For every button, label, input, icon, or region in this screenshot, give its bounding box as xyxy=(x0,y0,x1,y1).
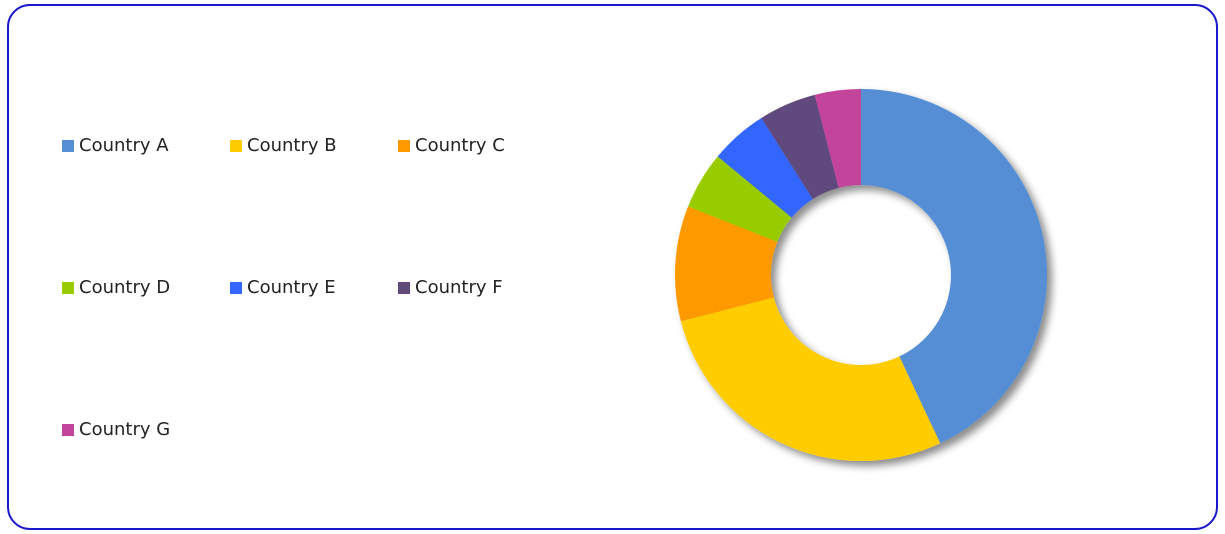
legend-label: Country D xyxy=(79,277,170,298)
slice xyxy=(761,94,839,200)
legend-swatch xyxy=(398,140,410,152)
legend-label: Country E xyxy=(247,277,336,298)
slice xyxy=(717,117,813,218)
slice xyxy=(688,156,792,242)
legend-swatch xyxy=(398,282,410,294)
slice xyxy=(675,206,778,322)
slice xyxy=(861,89,1047,444)
slice xyxy=(680,297,941,461)
legend: Country A Country B Country C Country D Coun… xyxy=(62,135,505,440)
legend-label: Country F xyxy=(415,277,503,298)
legend-label: Country A xyxy=(79,135,169,156)
legend-swatch xyxy=(62,282,74,294)
slice xyxy=(814,89,861,188)
legend-label: Country B xyxy=(247,135,337,156)
legend-label: Country G xyxy=(79,419,170,440)
legend-swatch xyxy=(62,140,74,152)
legend-label: Country C xyxy=(415,135,505,156)
legend-swatch xyxy=(62,424,74,436)
donut xyxy=(675,89,1047,461)
legend-swatch xyxy=(230,140,242,152)
legend-swatch xyxy=(230,282,242,294)
